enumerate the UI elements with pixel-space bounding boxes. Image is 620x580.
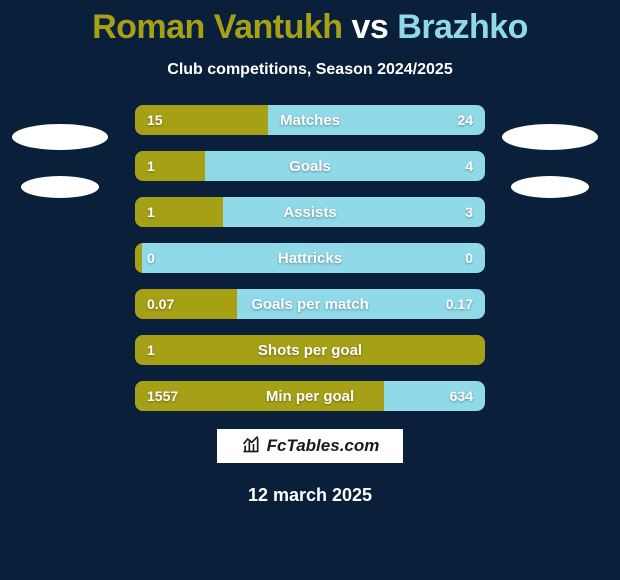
- decorative-ellipse: [511, 176, 589, 198]
- title-player1: Roman Vantukh: [92, 8, 342, 46]
- stat-label: Assists: [135, 197, 485, 227]
- stat-value-player2: 4: [465, 151, 473, 181]
- stat-label: Matches: [135, 105, 485, 135]
- stat-value-player1: 1: [147, 335, 155, 365]
- decorative-ellipse: [21, 176, 99, 198]
- page-title: Roman Vantukh vs Brazhko: [0, 0, 620, 47]
- title-vs: vs: [351, 8, 388, 46]
- stat-value-player1: 15: [147, 105, 163, 135]
- stat-label: Min per goal: [135, 381, 485, 411]
- stat-value-player2: 3: [465, 197, 473, 227]
- stat-row: Hattricks0 0: [135, 243, 485, 273]
- stat-row: Shots per goal1: [135, 335, 485, 365]
- brand-badge[interactable]: FcTables.com: [215, 427, 405, 465]
- stat-row: Assists1 3: [135, 197, 485, 227]
- stats-bars: Matches1524Goals14Assists13Hattricks00Go…: [135, 105, 485, 411]
- stat-value-player1: 1: [147, 151, 155, 181]
- decorative-ellipse: [502, 124, 598, 150]
- stat-label: Goals: [135, 151, 485, 181]
- stat-value-player1: 0: [147, 243, 155, 273]
- chart-icon: [241, 434, 261, 459]
- stat-value-player2: 0: [465, 243, 473, 273]
- stat-label: Hattricks: [135, 243, 485, 273]
- stat-row: Min per goal1557 634: [135, 381, 485, 411]
- stat-label: Shots per goal: [135, 335, 485, 365]
- decorative-ellipse: [12, 124, 108, 150]
- stat-row: Goals per match0.07 0.17: [135, 289, 485, 319]
- stat-row: Goals1 4: [135, 151, 485, 181]
- stat-value-player1: 1: [147, 197, 155, 227]
- stat-value-player2: 24: [457, 105, 473, 135]
- stat-row: Matches15 24: [135, 105, 485, 135]
- brand-text: FcTables.com: [267, 436, 380, 456]
- stat-value-player1: 1557: [147, 381, 178, 411]
- subtitle: Club competitions, Season 2024/2025: [0, 61, 620, 79]
- stat-label: Goals per match: [135, 289, 485, 319]
- title-player2: Brazhko: [397, 8, 528, 46]
- date-label: 12 march 2025: [0, 485, 620, 506]
- stat-value-player1: 0.07: [147, 289, 174, 319]
- stat-value-player2: 634: [450, 381, 473, 411]
- stat-value-player2: 0.17: [446, 289, 473, 319]
